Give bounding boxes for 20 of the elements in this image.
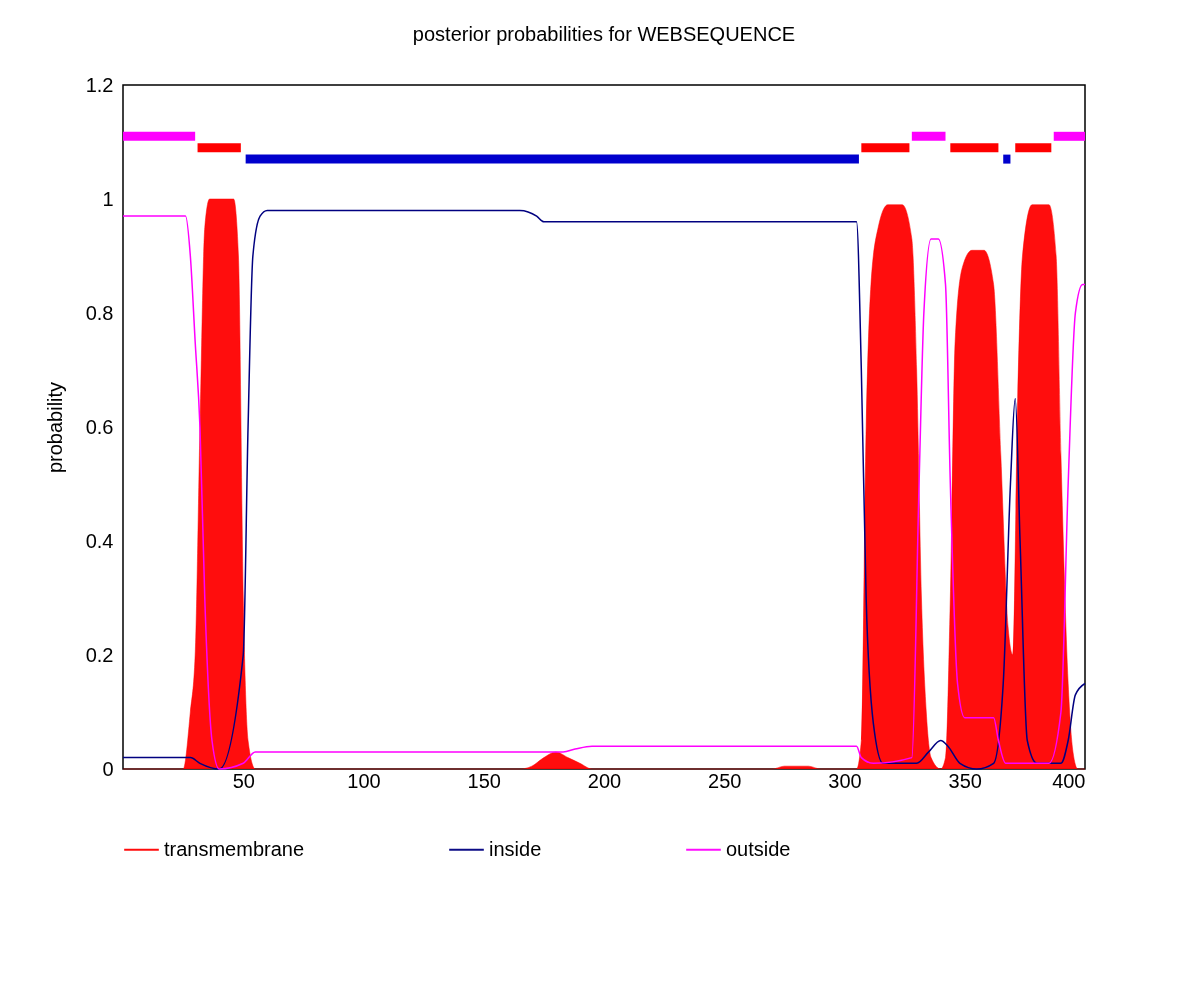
- y-tick-label: 1: [102, 187, 114, 210]
- legend-label: inside: [489, 837, 542, 860]
- y-tick-label: 1.2: [85, 73, 114, 96]
- y-tick-label: 0.8: [85, 301, 114, 324]
- y-tick-label: 0: [102, 757, 114, 780]
- legend-label: transmembrane: [164, 837, 305, 860]
- y-tick-label: 0.2: [85, 643, 114, 666]
- x-tick-label: 250: [708, 769, 742, 792]
- x-tick-label: 300: [828, 769, 862, 792]
- y-axis-title: probability: [43, 381, 66, 474]
- y-tick-label: 0.4: [85, 529, 114, 552]
- chart-title: posterior probabilities for WEBSEQUENCE: [412, 23, 796, 45]
- x-tick-label: 350: [948, 769, 982, 792]
- x-tick-label: 200: [587, 769, 622, 792]
- y-tick-label: 0.6: [85, 415, 114, 438]
- x-tick-label: 50: [232, 769, 255, 792]
- x-tick-label: 100: [347, 769, 381, 792]
- legend-label: outside: [726, 837, 791, 860]
- x-tick-label: 400: [1052, 769, 1086, 792]
- x-tick-label: 150: [467, 769, 501, 792]
